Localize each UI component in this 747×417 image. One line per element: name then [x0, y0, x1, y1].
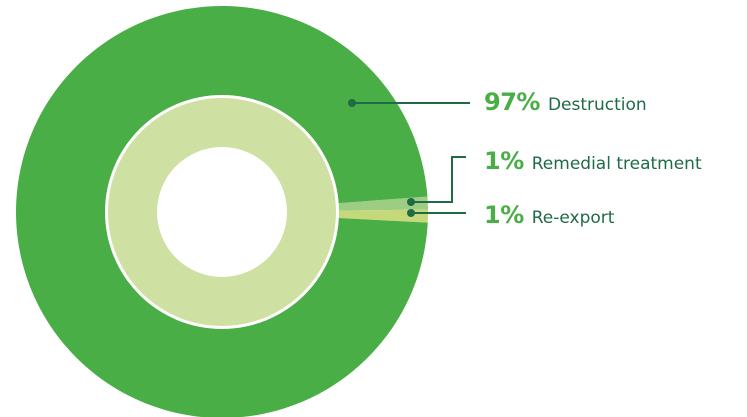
donut-hole — [157, 147, 287, 277]
slice-value-label: 1% — [484, 201, 524, 229]
label-re-export: 1% Re-export — [484, 201, 614, 229]
slice-category-label: Remedial treatment — [531, 154, 702, 174]
label-remedial-treatment: 1% Remedial treatment — [484, 147, 702, 175]
leader-dot-re-export — [407, 209, 415, 217]
leader-dot-remedial — [407, 198, 415, 206]
label-destruction: 97% Destruction — [484, 88, 647, 116]
slice-value-label: 1% — [484, 147, 524, 175]
slice-category-label: Destruction — [547, 95, 647, 115]
slice-category-label: Re-export — [531, 208, 615, 228]
slice-value-label: 97% — [484, 88, 540, 116]
leader-lines — [348, 99, 470, 217]
leader-dot-destruction — [348, 99, 356, 107]
leader-line-remedial — [411, 156, 466, 203]
